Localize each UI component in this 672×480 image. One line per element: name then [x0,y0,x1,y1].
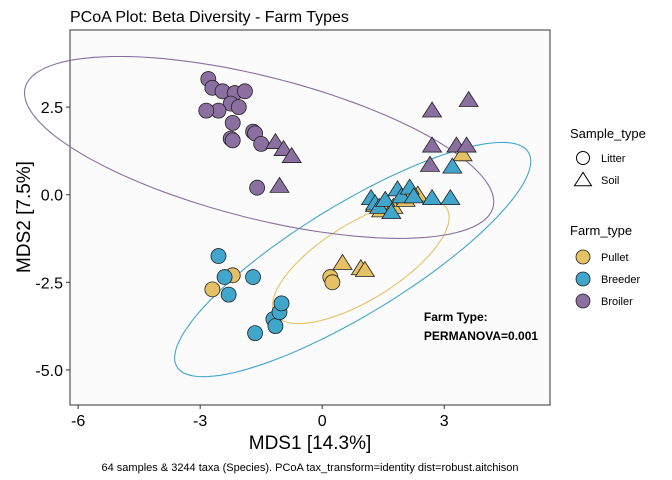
point-broiler-soil [421,136,443,153]
point-breeder-litter [210,248,227,264]
y-tick-label: 2.5 [41,100,63,117]
legend-key-pullet [575,249,591,265]
x-axis-title: MDS1 [14.3%] [249,433,372,454]
legend-label: Soil [601,175,619,187]
point-broiler-soil [419,155,441,172]
point-breeder-litter [220,286,237,303]
point-breeder-soil [381,202,402,220]
legend: Sample_type Litter Soil Farm_type Pullet Bree… [570,126,646,309]
axes-layer: -6 -3 0 3 2.5 0.0 -2.5 -5.0 [35,100,448,430]
point-pullet-soil [332,253,353,270]
point-breeder-litter [216,269,233,285]
point-breeder-litter [247,325,263,342]
legend-shape-title: Sample_type [570,126,646,141]
legend-color-title: Farm_type [570,223,632,238]
point-breeder-litter [245,269,261,285]
x-tick-label: 0 [318,413,327,430]
plot-panel [69,29,551,406]
chart-title: PCoA Plot: Beta Diversity - Farm Types [70,9,349,26]
legend-key-breeder [575,271,591,287]
annotation-line: PERMANOVA=0.001 [424,329,538,343]
y-axis-title: MDS2 [7.5%] [14,161,35,273]
point-broiler-litter [198,102,215,119]
point-pullet-soil [452,145,473,162]
point-pullet-litter [204,281,221,298]
point-broiler-soil [273,139,294,156]
point-broiler-litter [224,114,241,131]
point-breeder-litter [273,295,290,312]
point-broiler-litter [237,83,253,100]
permanova-annotation: Farm Type: PERMANOVA=0.001 [424,310,538,343]
ellipse-broiler [23,55,495,239]
legend-label: Breeder [601,274,640,286]
x-tick-label: -3 [193,413,207,430]
point-broiler-soil [458,90,479,107]
legend-key-triangle [573,171,593,187]
point-broiler-soil [265,132,286,149]
point-broiler-litter [249,179,266,196]
point-breeder-soil [375,190,396,207]
points-layer [198,71,479,342]
point-broiler-soil [281,146,302,163]
point-breeder-soil [403,187,424,204]
point-broiler-litter [224,132,241,149]
point-broiler-litter [230,99,247,116]
x-tick-label: -6 [71,413,85,430]
x-tick-label: 3 [440,413,449,430]
point-broiler-litter [253,136,270,152]
point-pullet-soil [354,260,376,277]
legend-label: Litter [601,153,626,165]
point-breeder-litter [267,318,284,335]
chart-caption: 64 samples & 3244 taxa (Species). PCoA t… [102,462,519,474]
point-broiler-soil [269,176,290,193]
point-broiler-soil [421,101,443,118]
annotation-line: Farm Type: [424,310,488,324]
point-breeder-soil [421,188,443,206]
legend-label: Broiler [601,296,633,308]
y-tick-label: -5.0 [35,363,63,380]
legend-label: Pullet [601,252,629,264]
point-breeder-soil [440,188,461,206]
y-tick-label: 0.0 [41,188,63,205]
point-pullet-litter [324,274,341,291]
y-tick-label: -2.5 [35,275,63,292]
point-broiler-soil [456,136,477,153]
legend-key-circle [576,151,590,165]
ellipse-breeder [174,141,532,378]
point-breeder-soil [442,157,463,174]
legend-key-broiler [575,293,591,309]
